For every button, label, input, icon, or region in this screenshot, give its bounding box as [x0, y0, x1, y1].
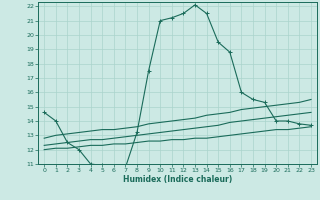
- X-axis label: Humidex (Indice chaleur): Humidex (Indice chaleur): [123, 175, 232, 184]
